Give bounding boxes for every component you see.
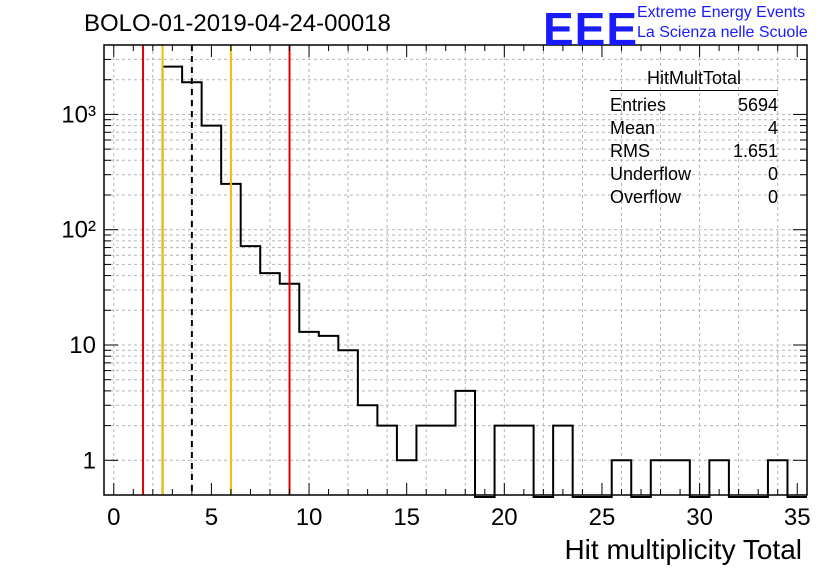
y-tick-label: 1 [83, 447, 96, 474]
y-tick-label: 10 [69, 332, 96, 359]
x-tick-label: 0 [107, 504, 120, 531]
stats-row: RMS 1.651 [610, 141, 778, 164]
stats-row: Entries 5694 [610, 95, 778, 118]
logo-line-2: La Scienza nelle Scuole [637, 24, 808, 41]
stats-value: 0 [767, 187, 778, 207]
histogram-bin [202, 126, 222, 495]
histogram-bin [241, 246, 261, 495]
histogram-outline [161, 65, 807, 498]
y-tick-label: 10³ [61, 101, 96, 128]
x-tick-label: 10 [296, 504, 323, 531]
stats-title: HitMultTotal [610, 68, 778, 91]
stats-label: Mean [610, 118, 656, 138]
x-tick-label: 5 [205, 504, 218, 531]
x-tick-label: 15 [393, 504, 420, 531]
x-tick-label: 20 [491, 504, 518, 531]
histogram-bin [377, 426, 397, 495]
x-tick-label: 30 [686, 504, 713, 531]
histogram-bin [319, 336, 339, 495]
stats-row: Mean 4 [610, 118, 778, 141]
stats-label: Underflow [610, 164, 692, 184]
eee-logo: EEE [543, 3, 639, 55]
histogram-bin [436, 426, 456, 495]
chart-title: BOLO-01-2019-04-24-00018 [84, 10, 391, 37]
stats-value: 0 [767, 164, 778, 184]
histogram-bin [416, 426, 436, 495]
y-tick-label: 10² [61, 217, 96, 244]
stats-label: RMS [610, 141, 650, 161]
logo-line-1: Extreme Energy Events [637, 4, 806, 21]
stats-label: Overflow [610, 187, 682, 207]
histogram-bin [260, 273, 280, 495]
stats-row: Underflow 0 [610, 164, 778, 187]
plot-frame [103, 44, 808, 496]
stats-label: Entries [610, 95, 667, 115]
stats-value: 5694 [737, 95, 778, 115]
stats-value: 4 [767, 118, 778, 138]
stats-row: Overflow 0 [610, 187, 778, 210]
histogram-bin [299, 332, 319, 495]
stats-value: 1.651 [732, 141, 778, 161]
histogram-bin [338, 350, 358, 495]
x-tick-label: 25 [589, 504, 616, 531]
histogram-bin [553, 426, 573, 495]
x-tick-label: 35 [784, 504, 811, 531]
histogram-bin [163, 67, 183, 495]
histogram-bin [514, 426, 534, 495]
histogram-bin [456, 391, 476, 495]
x-axis-label: Hit multiplicity Total [564, 534, 802, 565]
stats-box: HitMultTotal Entries 5694 Mean 4 RMS 1.651 … [610, 68, 778, 210]
histogram-bin [358, 405, 378, 495]
